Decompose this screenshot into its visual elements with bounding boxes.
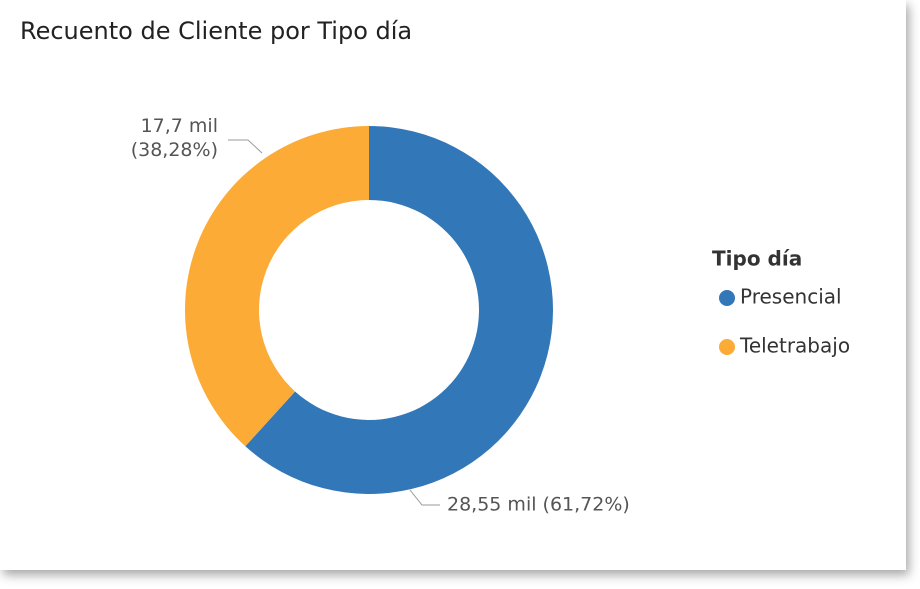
chart-title: Recuento de Cliente por Tipo día <box>20 17 412 45</box>
legend-marker <box>719 290 735 306</box>
leader-line <box>228 139 263 154</box>
legend-label: Teletrabajo <box>739 334 850 358</box>
leader-line <box>409 489 440 506</box>
legend-marker <box>719 339 735 355</box>
donut-slice <box>185 126 369 447</box>
legend-title: Tipo día <box>712 247 802 271</box>
donut-slice <box>245 126 554 494</box>
data-label: 28,55 mil (61,72%) <box>447 494 630 516</box>
data-label: 17,7 mil (38,28%) <box>131 115 218 161</box>
card <box>0 0 906 570</box>
legend-label: Presencial <box>740 285 842 309</box>
